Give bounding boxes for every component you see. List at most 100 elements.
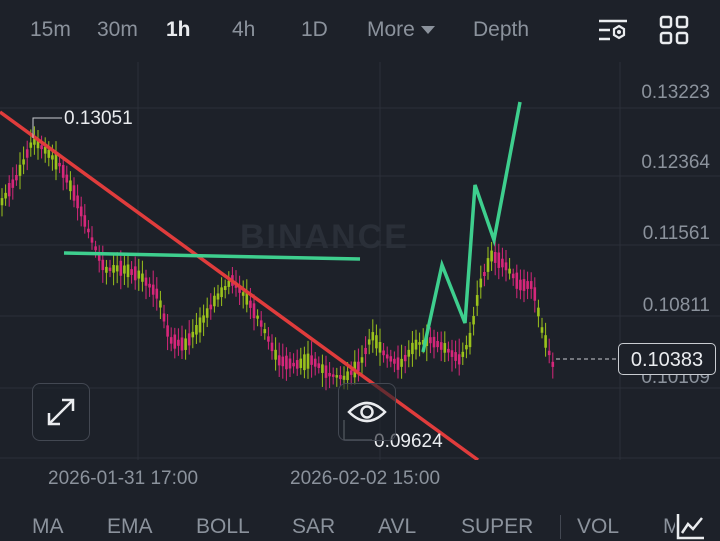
candle-body <box>457 354 461 365</box>
candle-body <box>169 337 173 344</box>
candle-body <box>486 258 490 272</box>
indicator-ema[interactable]: EMA <box>107 515 153 538</box>
current-price-badge[interactable]: 0.10383 <box>618 343 716 375</box>
candlestick-chart[interactable] <box>0 62 720 460</box>
candle-body <box>432 336 436 348</box>
candle-body <box>342 375 346 380</box>
candle-body <box>43 146 47 154</box>
high-marker-line <box>32 117 62 138</box>
grid-layout-icon[interactable] <box>658 14 690 46</box>
candle-body <box>461 351 465 357</box>
candle-body <box>324 365 328 378</box>
candle-body <box>159 300 162 308</box>
candle-body <box>331 374 335 377</box>
candle-body <box>101 259 105 271</box>
more-dropdown[interactable]: More <box>367 18 435 42</box>
candle-body <box>245 292 249 305</box>
candle-body <box>195 325 198 335</box>
timeframe-bar: 15m 30m 1h 4h 1D More Depth <box>0 0 720 62</box>
candle-body <box>58 162 61 167</box>
indicator-super[interactable]: SUPER <box>461 515 534 538</box>
candle-body <box>22 159 25 165</box>
visibility-toggle-button[interactable] <box>338 383 396 441</box>
timeframe-1h[interactable]: 1h <box>166 18 191 41</box>
candle-body <box>0 198 4 206</box>
candle-body <box>465 345 468 350</box>
candle-body <box>133 266 137 281</box>
candle-body <box>328 372 331 377</box>
candle-body <box>414 339 418 350</box>
time-axis-label: 2026-02-02 15:00 <box>290 468 441 489</box>
candle-body <box>497 252 501 268</box>
candle-body <box>263 329 267 334</box>
candle-body <box>141 273 144 282</box>
candle-body <box>15 174 18 181</box>
candle-body <box>252 303 256 319</box>
candle-body <box>547 350 551 356</box>
drawing-tool-icon[interactable] <box>675 511 707 541</box>
candle-body <box>274 349 277 360</box>
candle-body <box>371 332 375 341</box>
candle-body <box>155 288 159 299</box>
timeframe-4h[interactable]: 4h <box>232 18 256 41</box>
candle-body <box>123 265 126 274</box>
candle-body <box>443 343 447 353</box>
candle-body <box>382 350 385 356</box>
candle-body <box>533 287 537 301</box>
candles <box>0 126 555 391</box>
expand-button[interactable] <box>32 383 90 441</box>
candle-body <box>148 283 151 288</box>
candle-body <box>144 277 148 286</box>
candle-body <box>7 183 11 197</box>
candle-body <box>270 342 274 352</box>
candle-body <box>407 349 411 357</box>
candle-body <box>191 331 195 338</box>
candle-body <box>108 267 112 272</box>
candle-body <box>184 338 187 350</box>
indicator-ma[interactable]: MA <box>32 515 64 538</box>
candle-body <box>259 320 263 327</box>
candle-body <box>411 342 414 355</box>
candle-body <box>90 237 94 243</box>
candle-body <box>540 327 544 333</box>
candle-body <box>447 348 450 353</box>
indicator-vol[interactable]: VOL <box>577 515 620 538</box>
candle-body <box>187 333 191 346</box>
candle-body <box>11 179 15 188</box>
projection-path <box>421 101 522 353</box>
timeframe-30m[interactable]: 30m <box>97 18 138 41</box>
candle-body <box>267 336 270 342</box>
candle-body <box>87 228 90 233</box>
indicator-boll[interactable]: BOLL <box>196 515 250 538</box>
caret-down-icon <box>420 26 435 35</box>
candle-body <box>76 195 79 209</box>
candle-body <box>227 280 231 287</box>
indicator-avl[interactable]: AVL <box>378 515 417 538</box>
candle-body <box>450 350 454 357</box>
candle-body <box>241 292 245 296</box>
time-axis-label: 2026-01-31 17:00 <box>48 468 199 489</box>
candle-body <box>220 287 223 298</box>
candle-body <box>115 265 119 272</box>
candle-body <box>130 269 133 275</box>
candle-body <box>529 281 533 289</box>
candle-body <box>378 341 382 353</box>
depth-tab[interactable]: Depth <box>473 18 530 41</box>
candle-body <box>61 165 65 178</box>
candle-body <box>360 357 364 363</box>
candle-body <box>321 364 324 373</box>
candle-body <box>429 337 432 344</box>
candle-body <box>479 278 483 288</box>
candle-body <box>33 137 36 145</box>
timeframe-15m[interactable]: 15m <box>30 18 71 41</box>
candle-body <box>126 264 130 278</box>
chart-settings-icon[interactable] <box>597 14 629 46</box>
indicator-sar[interactable]: SAR <box>292 515 336 538</box>
price-axis-label: 0.10811 <box>642 295 710 316</box>
candle-body <box>105 266 108 273</box>
candle-body <box>403 354 407 362</box>
eye-icon <box>347 401 387 423</box>
candle-body <box>493 252 497 263</box>
candle-body <box>18 164 22 176</box>
timeframe-1d[interactable]: 1D <box>301 18 328 41</box>
